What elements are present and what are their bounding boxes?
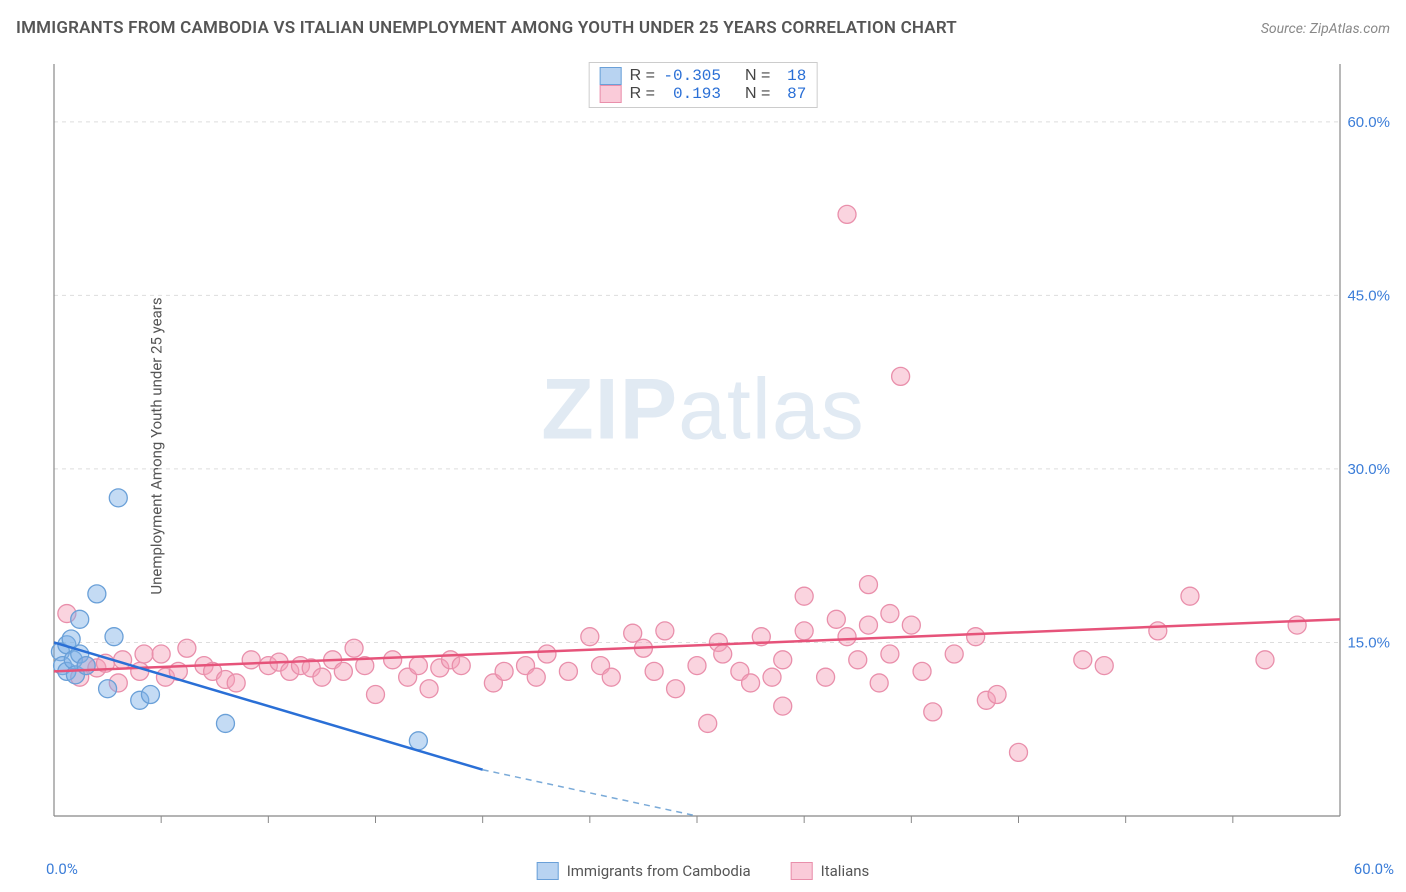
legend-label-cambodia: Immigrants from Cambodia [567, 862, 751, 880]
source-label: Source: [1261, 21, 1306, 37]
chart-title: IMMIGRANTS FROM CAMBODIA VS ITALIAN UNEM… [16, 18, 957, 38]
swatch-cambodia [600, 67, 622, 85]
n-value-1: 87 [778, 85, 806, 103]
r-value-0: -0.305 [663, 67, 721, 85]
svg-text:45.0%: 45.0% [1347, 287, 1390, 304]
stats-row-1: R = 0.193 N = 87 [600, 85, 807, 103]
r-label: R = [630, 67, 655, 85]
legend-item-italians: Italians [791, 862, 870, 880]
scatter-plot: 15.0% 30.0% 45.0% 60.0% [50, 60, 1396, 842]
n-value-0: 18 [778, 67, 806, 85]
stats-row-0: R = -0.305 N = 18 [600, 67, 807, 85]
x-axis-max-label: 60.0% [1354, 860, 1394, 878]
series-legend: Immigrants from Cambodia Italians [537, 862, 870, 880]
source-attribution: Source: ZipAtlas.com [1261, 21, 1390, 37]
n-label: N = [745, 67, 770, 85]
stats-legend-box: R = -0.305 N = 18 R = 0.193 N = 87 [589, 62, 818, 108]
chart-area: 15.0% 30.0% 45.0% 60.0% [50, 60, 1396, 842]
legend-label-italians: Italians [821, 862, 870, 880]
x-axis-min-label: 0.0% [46, 860, 78, 878]
source-value: ZipAtlas.com [1310, 21, 1390, 37]
svg-text:60.0%: 60.0% [1347, 114, 1390, 131]
n-label: N = [745, 85, 770, 103]
svg-text:15.0%: 15.0% [1347, 634, 1390, 651]
r-label: R = [630, 85, 655, 103]
swatch-cambodia [537, 862, 559, 880]
swatch-italians [600, 85, 622, 103]
svg-text:30.0%: 30.0% [1347, 461, 1390, 478]
legend-item-cambodia: Immigrants from Cambodia [537, 862, 751, 880]
swatch-italians [791, 862, 813, 880]
r-value-1: 0.193 [663, 85, 721, 103]
header: IMMIGRANTS FROM CAMBODIA VS ITALIAN UNEM… [16, 18, 1390, 38]
